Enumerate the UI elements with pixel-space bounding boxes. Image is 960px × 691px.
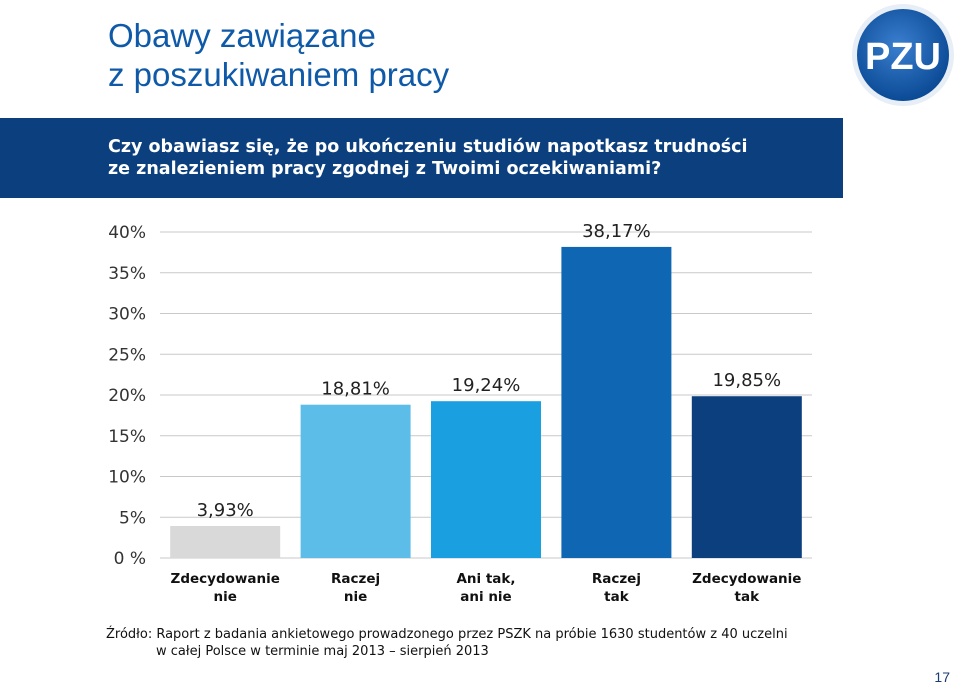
y-tick-label: 0 % bbox=[114, 549, 146, 569]
x-tick-label: nie bbox=[344, 589, 367, 605]
x-tick-label: tak bbox=[735, 589, 761, 605]
title-line-2: z poszukiwaniem pracy bbox=[108, 56, 450, 93]
y-tick-label: 5% bbox=[119, 508, 146, 528]
source-note: Źródło: Raport z badania ankietowego pro… bbox=[106, 626, 788, 660]
source-line-1: Źródło: Raport z badania ankietowego pro… bbox=[106, 627, 788, 642]
x-tick-label: Raczej bbox=[592, 571, 641, 587]
y-tick-label: 35% bbox=[108, 264, 146, 284]
survey-question: Czy obawiasz się, że po ukończeniu studi… bbox=[108, 136, 828, 180]
x-tick-label: Raczej bbox=[331, 571, 380, 587]
x-tick-label: Ani tak, bbox=[456, 571, 515, 587]
logo-text: PZU bbox=[865, 36, 941, 78]
bar bbox=[300, 404, 411, 558]
data-label: 38,17% bbox=[582, 221, 651, 242]
page-title: Obawy zawiązane z poszukiwaniem pracy bbox=[108, 16, 449, 94]
source-line-2: w całej Polsce w terminie maj 2013 – sie… bbox=[156, 644, 489, 659]
question-line-2: ze znalezieniem pracy zgodnej z Twoimi o… bbox=[108, 159, 662, 179]
pzu-logo: PZU bbox=[852, 4, 954, 106]
data-label: 19,24% bbox=[452, 375, 521, 396]
bar bbox=[170, 525, 281, 558]
bar bbox=[561, 246, 672, 559]
bar-chart: 0 % 5% 10% 15% 20% 25% 30% 35% 40% 3,93% Zdecydowa… bbox=[108, 221, 812, 605]
bar bbox=[691, 396, 802, 558]
bar bbox=[431, 401, 541, 558]
page-number: 17 bbox=[934, 669, 950, 685]
question-line-1: Czy obawiasz się, że po ukończeniu studi… bbox=[108, 137, 748, 157]
question-banner bbox=[0, 118, 843, 198]
y-tick-label: 15% bbox=[108, 427, 146, 447]
title-line-1: Obawy zawiązane bbox=[108, 17, 376, 54]
x-tick-label: nie bbox=[213, 589, 236, 605]
data-label: 19,85% bbox=[712, 370, 781, 391]
y-tick-label: 40% bbox=[108, 223, 146, 243]
y-tick-label: 30% bbox=[108, 305, 146, 325]
x-tick-label: Zdecydowanie bbox=[692, 571, 801, 587]
x-tick-label: ani nie bbox=[460, 589, 511, 605]
data-label: 18,81% bbox=[321, 379, 390, 400]
y-tick-label: 25% bbox=[108, 345, 146, 365]
y-tick-label: 20% bbox=[108, 386, 146, 406]
x-tick-label: Zdecydowanie bbox=[171, 571, 280, 587]
y-tick-label: 10% bbox=[108, 468, 146, 488]
x-tick-label: tak bbox=[604, 589, 630, 605]
data-label: 3,93% bbox=[197, 500, 254, 521]
